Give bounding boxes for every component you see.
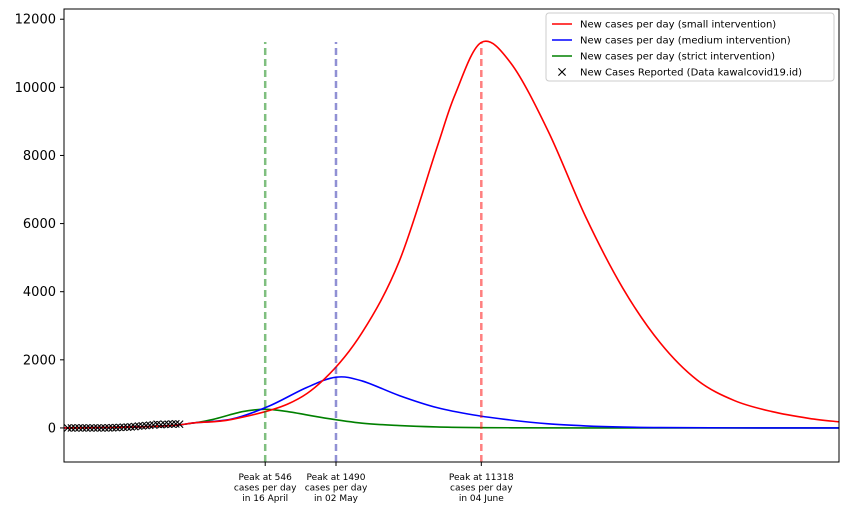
reported-case-point: [82, 423, 91, 432]
plot-frame: [63, 8, 840, 463]
reported-case-point: [67, 423, 76, 432]
peak-label-0-line-2: in 16 April: [242, 494, 288, 504]
reported-case-point: [89, 423, 98, 432]
reported-case-point: [112, 423, 121, 432]
legend-entry-0: New cases per day (small intervention): [552, 20, 776, 31]
peak-label-1-line-0: Peak at 1490: [306, 473, 365, 483]
y-tick-label: 12000: [15, 13, 56, 28]
legend-label-1: New cases per day (medium intervention): [580, 36, 791, 47]
peak-label-0-line-1: cases per day: [234, 484, 297, 494]
reported-case-point: [119, 423, 128, 432]
reported-case-point: [93, 423, 102, 432]
y-tick-label: 8000: [23, 149, 56, 164]
reported-case-point: [134, 422, 143, 431]
series-line-0: [63, 40, 840, 429]
y-tick-label: 10000: [15, 81, 56, 96]
y-tick-label: 6000: [23, 217, 56, 232]
reported-case-point: [108, 423, 117, 432]
reported-case-point: [175, 420, 184, 429]
reported-case-point: [168, 420, 177, 429]
legend: New cases per day (small intervention) Ne…: [545, 12, 835, 82]
peak-label-1-line-1: cases per day: [305, 484, 368, 494]
y-axis: 0 2000 4000 6000 8000 10000 12000: [15, 13, 64, 436]
reported-case-point: [71, 423, 80, 432]
reported-case-point: [78, 423, 87, 432]
legend-label-2: New cases per day (strict intervention): [580, 52, 775, 63]
legend-box: [545, 12, 835, 82]
peak-label-0-line-0: Peak at 546: [239, 473, 293, 483]
reported-case-point: [115, 423, 124, 432]
peak-markers: [263, 42, 483, 466]
legend-label-0: New cases per day (small intervention): [580, 20, 776, 31]
reported-case-point: [86, 423, 95, 432]
reported-case-point: [74, 423, 83, 432]
y-tick-label: 0: [48, 421, 56, 436]
legend-entry-3: New Cases Reported (Data kawalcovid19.id…: [558, 68, 802, 79]
reported-case-point: [123, 423, 132, 432]
reported-case-point: [63, 423, 72, 432]
y-tick-label: 4000: [23, 285, 56, 300]
reported-case-point: [160, 420, 169, 429]
series-layer: [63, 40, 840, 429]
peak-label-2-line-2: in 04 June: [459, 494, 504, 504]
reported-case-point: [104, 423, 113, 432]
y-tick-label: 2000: [23, 353, 56, 368]
reported-case-point: [100, 423, 109, 432]
legend-entry-1: New cases per day (medium intervention): [552, 36, 791, 47]
peak-label-2-line-0: Peak at 11318: [449, 473, 514, 483]
reported-case-point: [164, 420, 173, 429]
legend-label-3: New Cases Reported (Data kawalcovid19.id…: [580, 68, 802, 79]
peak-label-1-line-2: in 02 May: [314, 494, 359, 504]
legend-entry-2: New cases per day (strict intervention): [552, 52, 775, 63]
reported-cases-markers: [63, 419, 184, 432]
peak-label-2-line-1: cases per day: [450, 484, 513, 494]
reported-case-point: [97, 423, 106, 432]
